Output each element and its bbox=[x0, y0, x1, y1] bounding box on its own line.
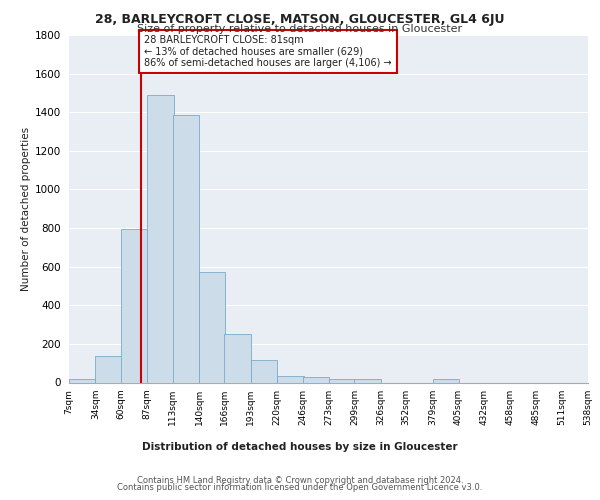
Bar bbox=[173, 115, 199, 382]
Bar bbox=[433, 378, 459, 382]
Text: 28, BARLEYCROFT CLOSE, MATSON, GLOUCESTER, GL4 6JU: 28, BARLEYCROFT CLOSE, MATSON, GLOUCESTE… bbox=[95, 12, 505, 26]
Text: Contains HM Land Registry data © Crown copyright and database right 2024.: Contains HM Land Registry data © Crown c… bbox=[137, 476, 463, 485]
Bar bbox=[224, 334, 251, 382]
Bar bbox=[329, 378, 355, 382]
Bar bbox=[251, 360, 277, 382]
Bar bbox=[121, 229, 147, 382]
Y-axis label: Number of detached properties: Number of detached properties bbox=[21, 126, 31, 291]
Bar bbox=[277, 376, 304, 382]
Bar bbox=[69, 378, 95, 382]
Bar bbox=[302, 376, 329, 382]
Text: Contains public sector information licensed under the Open Government Licence v3: Contains public sector information licen… bbox=[118, 484, 482, 492]
Bar bbox=[199, 272, 226, 382]
Text: Size of property relative to detached houses in Gloucester: Size of property relative to detached ho… bbox=[137, 24, 463, 34]
Bar bbox=[147, 95, 173, 382]
Bar bbox=[95, 356, 122, 382]
Text: 28 BARLEYCROFT CLOSE: 81sqm
← 13% of detached houses are smaller (629)
86% of se: 28 BARLEYCROFT CLOSE: 81sqm ← 13% of det… bbox=[144, 35, 392, 68]
Text: Distribution of detached houses by size in Gloucester: Distribution of detached houses by size … bbox=[142, 442, 458, 452]
Bar bbox=[355, 379, 381, 382]
